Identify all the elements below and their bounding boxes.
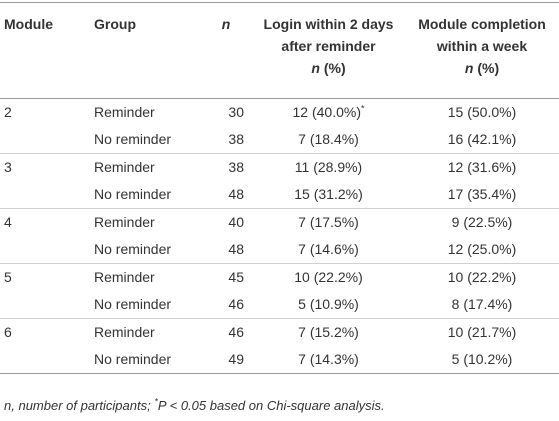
- table-row: 4 Reminder 40 7 (17.5%) 9 (22.5%): [0, 208, 559, 236]
- header-cell: n: [200, 2, 252, 99]
- module-cell: [0, 291, 88, 319]
- table-row: No reminder 46 5 (10.9%) 8 (17.4%): [0, 291, 559, 319]
- completion-cell: 9 (22.5%): [405, 208, 559, 236]
- login-value: 10 (22.2%): [294, 269, 363, 285]
- header-cell: Login within 2 days after reminder n (%): [252, 2, 405, 99]
- login-cell: 7 (15.2%): [252, 318, 405, 346]
- group-cell: No reminder: [94, 186, 172, 202]
- table-row: 3 Reminder 38 11 (28.9%) 12 (31.6%): [0, 153, 559, 181]
- significance-mark: *: [360, 103, 365, 114]
- login-cell: 7 (14.3%): [252, 346, 405, 374]
- header-unit-text: (%): [323, 60, 346, 76]
- group-cell: Reminder: [88, 208, 200, 236]
- n-cell: 49: [200, 346, 252, 374]
- login-value: 7 (14.3%): [298, 351, 359, 367]
- header-text: Login within 2 days after reminder: [263, 16, 394, 54]
- table-row: 2 Reminder 30 12 (40.0%)* 15 (50.0%): [0, 99, 559, 127]
- header-text: Module: [4, 16, 53, 32]
- module-cell: 6: [0, 318, 88, 346]
- login-value: 7 (17.5%): [298, 214, 359, 230]
- header-text: Group: [94, 16, 136, 32]
- completion-cell: 10 (22.2%): [405, 263, 559, 291]
- table-row: No reminder 38 7 (18.4%) 16 (42.1%): [0, 126, 559, 154]
- footnote-note: P < 0.05 based on Chi-square analysis.: [157, 398, 385, 413]
- module-cell: 5: [0, 263, 88, 291]
- login-value: 7 (15.2%): [298, 324, 359, 340]
- footnote: n, number of participants; *P < 0.05 bas…: [4, 396, 385, 413]
- header-var: n: [221, 16, 231, 32]
- login-cell: 7 (14.6%): [252, 236, 405, 264]
- table-row: No reminder 48 15 (31.2%) 17 (35.4%): [0, 181, 559, 209]
- header-var: n: [464, 60, 474, 76]
- group-cell: Reminder: [88, 153, 200, 181]
- login-value: 15 (31.2%): [294, 186, 363, 202]
- completion-cell: 16 (42.1%): [447, 131, 517, 147]
- footnote-var: n: [4, 398, 12, 413]
- n-cell: 46: [228, 296, 244, 312]
- n-cell: 48: [228, 241, 244, 257]
- table-body: 2 Reminder 30 12 (40.0%)* 15 (50.0%) No remin…: [0, 99, 559, 374]
- group-cell: No reminder: [94, 296, 172, 312]
- group-cell: No reminder: [88, 346, 200, 374]
- completion-cell: 10 (21.7%): [405, 318, 559, 346]
- login-value: 12 (40.0%): [292, 104, 361, 120]
- n-cell: 45: [200, 263, 252, 291]
- data-table: Module Group n Login within 2 days after re…: [0, 2, 559, 374]
- module-cell: [0, 126, 88, 154]
- module-cell: [0, 346, 88, 374]
- header-unit: n (%): [256, 57, 401, 79]
- header-cell: Module: [0, 2, 88, 99]
- n-cell: 48: [228, 186, 244, 202]
- group-cell: Reminder: [94, 104, 155, 120]
- table-row: 6 Reminder 46 7 (15.2%) 10 (21.7%): [0, 318, 559, 346]
- header-cell: Module completion within a week n (%): [405, 2, 559, 99]
- login-cell: 11 (28.9%): [252, 153, 405, 181]
- n-cell: 46: [200, 318, 252, 346]
- footnote-text: , number of participants;: [11, 398, 155, 413]
- module-cell: 4: [0, 208, 88, 236]
- n-cell: 40: [200, 208, 252, 236]
- table-row: No reminder 48 7 (14.6%) 12 (25.0%): [0, 236, 559, 264]
- login-cell: 12 (40.0%)*: [252, 99, 405, 127]
- n-cell: 38: [228, 131, 244, 147]
- login-value: 5 (10.9%): [298, 296, 359, 312]
- login-cell: 10 (22.2%): [252, 263, 405, 291]
- table-row: No reminder 49 7 (14.3%) 5 (10.2%): [0, 346, 559, 374]
- login-value: 7 (18.4%): [298, 131, 359, 147]
- header-row: Module Group n Login within 2 days after re…: [0, 2, 559, 99]
- module-cell: 2: [4, 104, 12, 120]
- header-unit-text: (%): [477, 60, 500, 76]
- group-cell: No reminder: [94, 131, 172, 147]
- login-value: 11 (28.9%): [294, 159, 363, 175]
- completion-cell: 15 (50.0%): [447, 104, 517, 120]
- login-cell: 7 (17.5%): [252, 208, 405, 236]
- header-cell: Group: [88, 2, 200, 99]
- completion-cell: 5 (10.2%): [405, 346, 559, 374]
- login-cell: 5 (10.9%): [252, 291, 405, 319]
- login-cell: 7 (18.4%): [252, 126, 405, 154]
- n-cell: 38: [200, 153, 252, 181]
- header-var: n: [311, 60, 320, 76]
- completion-cell: 8 (17.4%): [451, 296, 513, 312]
- footnote-mark: *: [154, 396, 158, 407]
- group-cell: Reminder: [88, 318, 200, 346]
- module-cell: [0, 236, 88, 264]
- table-row: 5 Reminder 45 10 (22.2%) 10 (22.2%): [0, 263, 559, 291]
- group-cell: No reminder: [94, 241, 172, 257]
- header-unit: n (%): [409, 57, 555, 79]
- module-cell: [0, 181, 88, 209]
- completion-cell: 12 (25.0%): [447, 241, 517, 257]
- header-text: Module completion within a week: [418, 16, 546, 54]
- n-cell: 30: [228, 104, 244, 120]
- completion-cell: 12 (31.6%): [405, 153, 559, 181]
- group-cell: Reminder: [88, 263, 200, 291]
- completion-cell: 17 (35.4%): [447, 186, 517, 202]
- login-value: 7 (14.6%): [298, 241, 359, 257]
- header-unit: n: [204, 13, 248, 35]
- login-cell: 15 (31.2%): [252, 181, 405, 209]
- module-cell: 3: [0, 153, 88, 181]
